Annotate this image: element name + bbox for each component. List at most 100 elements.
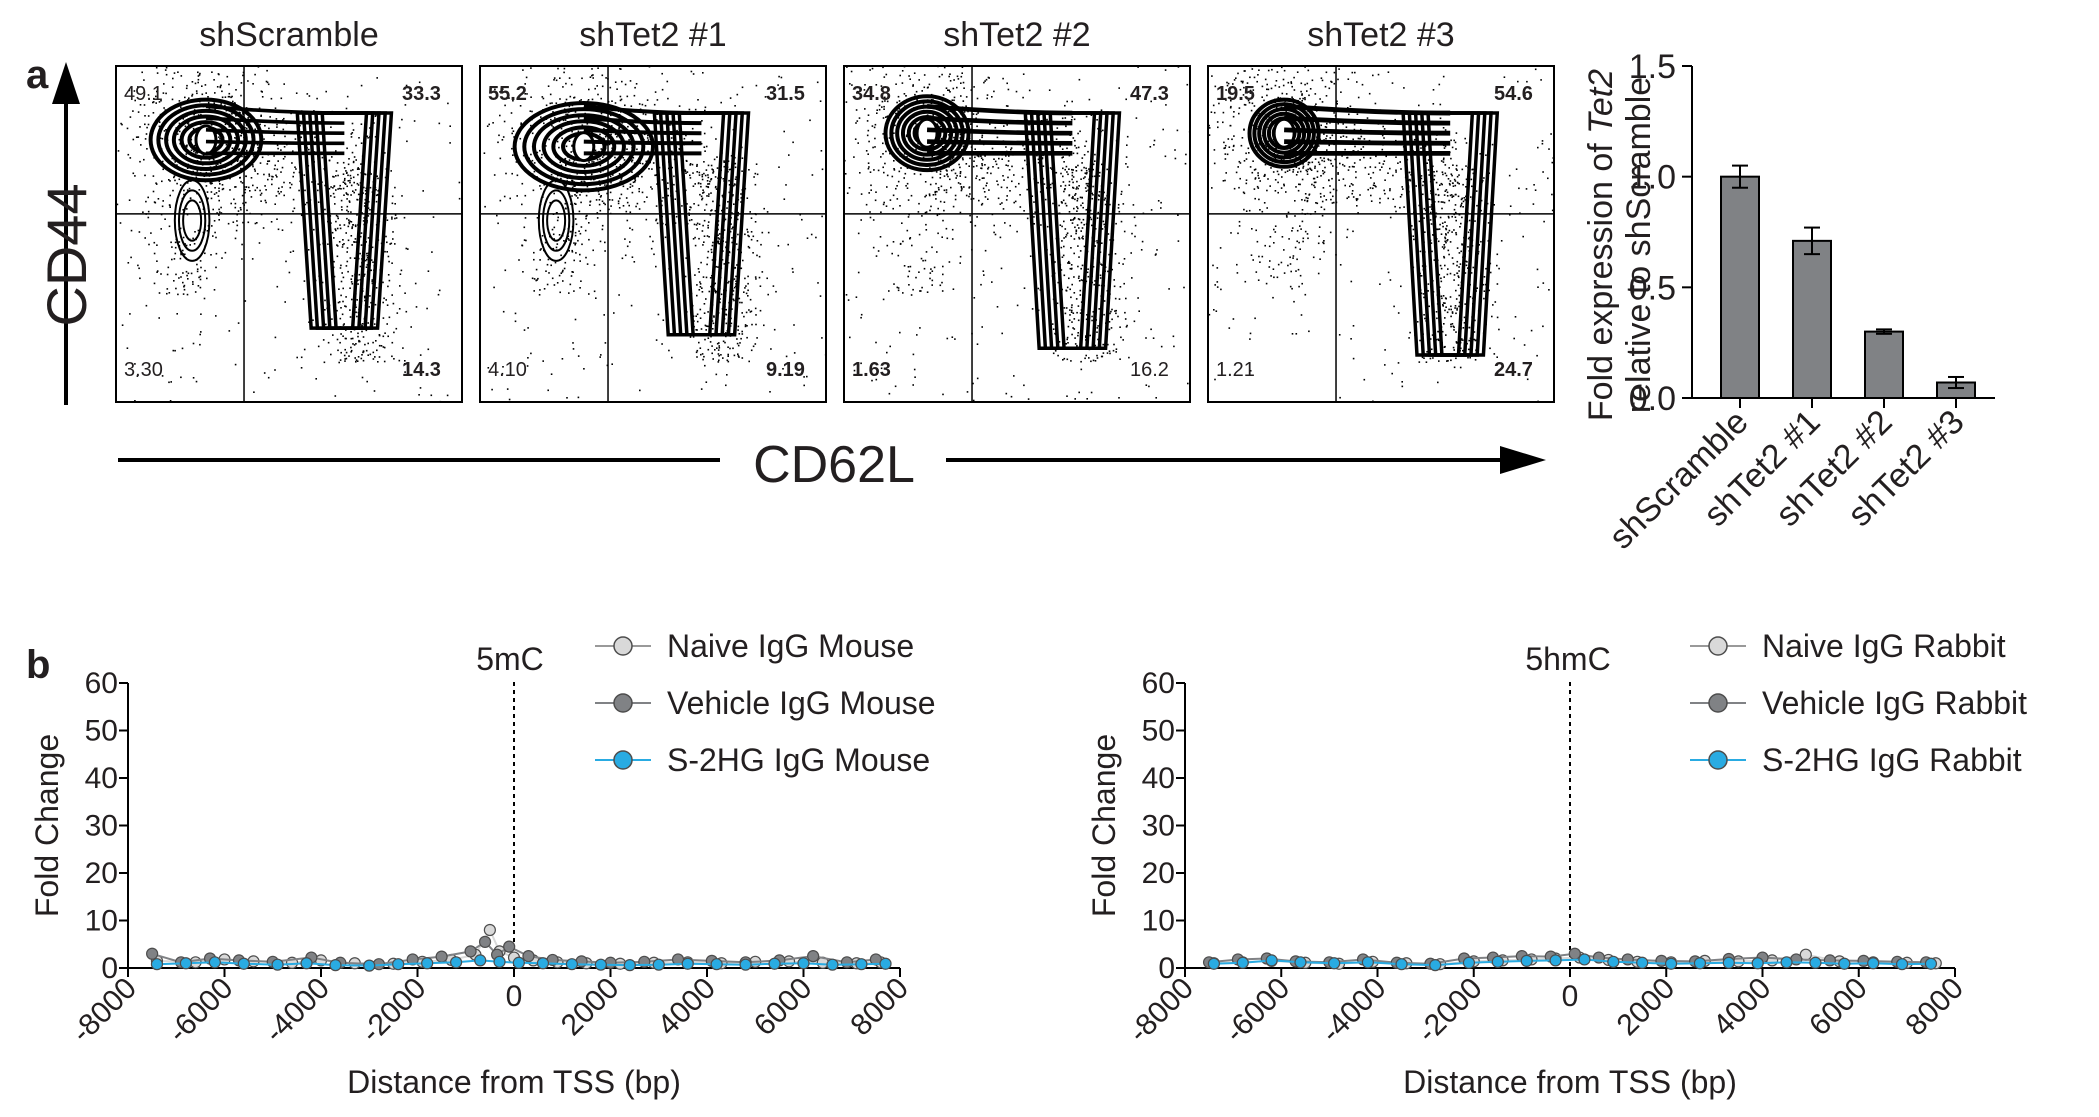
flow-event-dot [501,372,504,375]
flow-event-dot [294,138,297,140]
flow-event-dot [1070,296,1072,299]
flow-event-dot [1084,176,1086,178]
flow-event-dot [839,173,841,175]
flow-event-dot [914,30,916,32]
flow-event-dot [446,394,449,397]
flow-event-dot [717,361,720,363]
flow-event-dot [540,188,542,190]
flow-event-dot [363,217,365,219]
flow-event-dot [210,124,213,126]
flow-event-dot [483,152,486,154]
flow-event-dot [620,193,623,196]
flow-event-dot [899,331,901,334]
flow-event-dot [1027,398,1030,400]
flow-event-dot [941,73,943,76]
flow-event-dot [546,263,549,266]
flow-event-dot [177,34,179,36]
flow-event-dot [716,167,719,169]
flow-event-dot [288,271,291,274]
flow-event-dot [1293,76,1295,79]
flow-event-dot [251,164,254,166]
flow-event-dot [561,271,564,273]
flow-event-dot [882,133,884,135]
flow-event-dot [224,96,227,98]
flow-event-dot [1120,336,1122,339]
flow-event-dot [222,187,225,190]
flow-event-dot [137,136,140,138]
flow-event-dot [1080,267,1082,270]
flow-event-dot [342,300,344,303]
flow-event-dot [183,288,186,291]
flow-event-dot [370,259,373,261]
flow-event-dot [894,385,897,388]
flow-event-dot [597,190,600,193]
flow-event-dot [740,267,743,270]
flow-event-dot [1346,197,1348,200]
flow-event-dot [524,194,527,197]
flow-event-dot [1092,266,1095,268]
flow-event-dot [153,241,156,244]
flow-event-dot [939,173,942,175]
flow-contour-cd62l-arm [664,111,738,337]
flow-event-dot [897,287,900,289]
flow-event-dot [389,243,391,245]
flow-event-dot [536,151,539,154]
flow-event-dot [365,241,367,243]
flow-event-dot [1023,384,1025,387]
flow-event-dot [636,202,639,205]
flow-event-dot [729,97,732,99]
flow-event-dot [952,87,955,90]
flow-event-dot [351,151,354,154]
flow-event-dot [1276,71,1279,73]
flow-event-dot [713,315,715,317]
flow-event-dot [741,333,744,335]
flow-event-dot [1091,197,1094,200]
flow-event-dot [924,259,927,262]
flow-event-dot [880,211,882,213]
flow-event-dot [1322,9,1324,11]
flow-event-dot [1270,167,1272,169]
flow-event-dot [626,245,629,248]
flow-event-dot [335,150,337,152]
flow-event-dot [695,351,698,354]
flow-event-dot [520,122,522,124]
flow-event-dot [278,187,280,190]
flow-event-dot [1005,155,1007,157]
flow-event-dot [1007,88,1010,91]
flow-event-dot [413,120,416,122]
flow-event-dot [501,139,504,141]
flow-event-dot [777,84,779,86]
flow-event-dot [399,285,401,287]
flow-event-dot [366,258,368,261]
flow-event-dot [656,222,659,225]
flow-event-dot [755,163,758,165]
flow-event-dot [1258,69,1260,71]
flow-event-dot [950,159,952,161]
flow-event-dot [943,201,946,203]
flow-event-dot [821,168,824,171]
flow-event-dot [274,369,276,371]
flow-event-dot [986,172,989,174]
flow-event-dot [173,176,175,179]
flow-event-dot [401,195,403,197]
flow-event-dot [292,210,294,213]
flow-event-dot [990,172,992,175]
flow-event-dot [290,221,293,224]
flow-event-dot [268,127,270,130]
flow-event-dot [328,187,331,190]
flow-event-dot [972,197,975,200]
flow-event-dot [332,175,334,178]
flow-event-dot [391,218,393,220]
flow-event-dot [1078,391,1080,394]
flow-event-dot [1251,228,1253,230]
flow-event-dot [345,172,348,174]
flow-event-dot [259,162,262,164]
flow-event-dot [234,102,236,104]
flow-event-dot [871,67,874,70]
flow-event-dot [1285,93,1288,95]
flow-event-dot [214,92,216,94]
flow-event-dot [1094,153,1096,156]
flow-event-dot [1307,161,1310,164]
flow-event-dot [1085,190,1088,192]
